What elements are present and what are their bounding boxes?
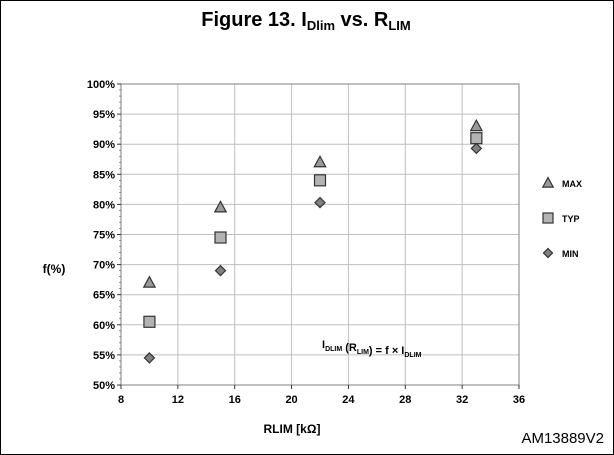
- x-tick-label: 28: [399, 394, 411, 406]
- title-sub-lim: LIM: [388, 18, 411, 33]
- annotation-part: DLIM: [325, 346, 342, 353]
- x-tick-label: 16: [229, 394, 241, 406]
- legend-marker-min: [542, 247, 554, 259]
- y-tick-label: 65%: [93, 290, 115, 302]
- legend-label-max: MAX: [562, 179, 582, 189]
- y-tick-label: 80%: [93, 199, 115, 211]
- legend: MAX TYP MIN: [541, 176, 582, 259]
- data-point-min: [314, 196, 326, 209]
- title-sub-dlim: Dlim: [306, 18, 335, 33]
- annotation-part: ) = f × I: [369, 345, 404, 357]
- data-point-min: [470, 142, 483, 155]
- y-axis-label: f(%): [43, 262, 66, 276]
- x-tick-label: 12: [172, 394, 184, 406]
- legend-label-typ: TYP: [562, 214, 580, 224]
- x-tick-label: 8: [118, 394, 124, 406]
- data-point-max: [213, 200, 228, 213]
- x-axis-label: RLIM [kΩ]: [264, 422, 321, 436]
- figure-title: Figure 13. IDlim vs. RLIM: [0, 0, 612, 40]
- tick-labels: 50% 55% 60% 65% 70% 75% 80% 85% 90% 95% 100% 8 12 16 2…: [87, 79, 525, 406]
- axes: [117, 83, 520, 389]
- y-tick-label: 75%: [93, 230, 115, 242]
- x-tick-label: 20: [285, 394, 297, 406]
- annotation-part: DLIM: [404, 352, 421, 359]
- data-points: [142, 118, 484, 364]
- formula-annotation: IDLIM (RLIM) = f × IDLIM: [322, 339, 422, 359]
- x-tick-label: 24: [342, 394, 355, 406]
- data-point-typ: [470, 132, 483, 145]
- figure-code: AM13889V2: [521, 430, 604, 447]
- data-point-max: [142, 275, 157, 288]
- data-point-min: [143, 352, 156, 364]
- data-point-max: [313, 155, 327, 168]
- title-mid: vs. R: [335, 9, 389, 31]
- y-tick-label: 100%: [87, 79, 115, 91]
- legend-marker-max: [541, 176, 555, 188]
- y-tick-label: 50%: [93, 380, 115, 392]
- y-tick-label: 95%: [93, 109, 115, 121]
- annotation-part: I: [322, 339, 325, 351]
- title-prefix: Figure 13. I: [201, 9, 307, 31]
- data-point-typ: [313, 174, 327, 187]
- legend-label-min: MIN: [562, 249, 579, 259]
- y-tick-label: 70%: [93, 260, 115, 272]
- y-tick-label: 85%: [93, 169, 115, 181]
- legend-marker-typ: [542, 212, 554, 224]
- annotation-part: (R: [342, 342, 357, 354]
- data-point-typ: [143, 315, 156, 328]
- y-tick-label: 90%: [93, 139, 115, 151]
- annotation-part: LIM: [357, 349, 369, 356]
- x-tick-label: 36: [513, 394, 525, 406]
- data-point-min: [214, 264, 227, 277]
- y-tick-label: 55%: [93, 350, 115, 362]
- x-tick-label: 32: [456, 394, 468, 406]
- data-point-max: [469, 118, 484, 132]
- data-point-typ: [214, 231, 227, 244]
- y-tick-label: 60%: [93, 320, 115, 332]
- grid-lines: [121, 84, 519, 385]
